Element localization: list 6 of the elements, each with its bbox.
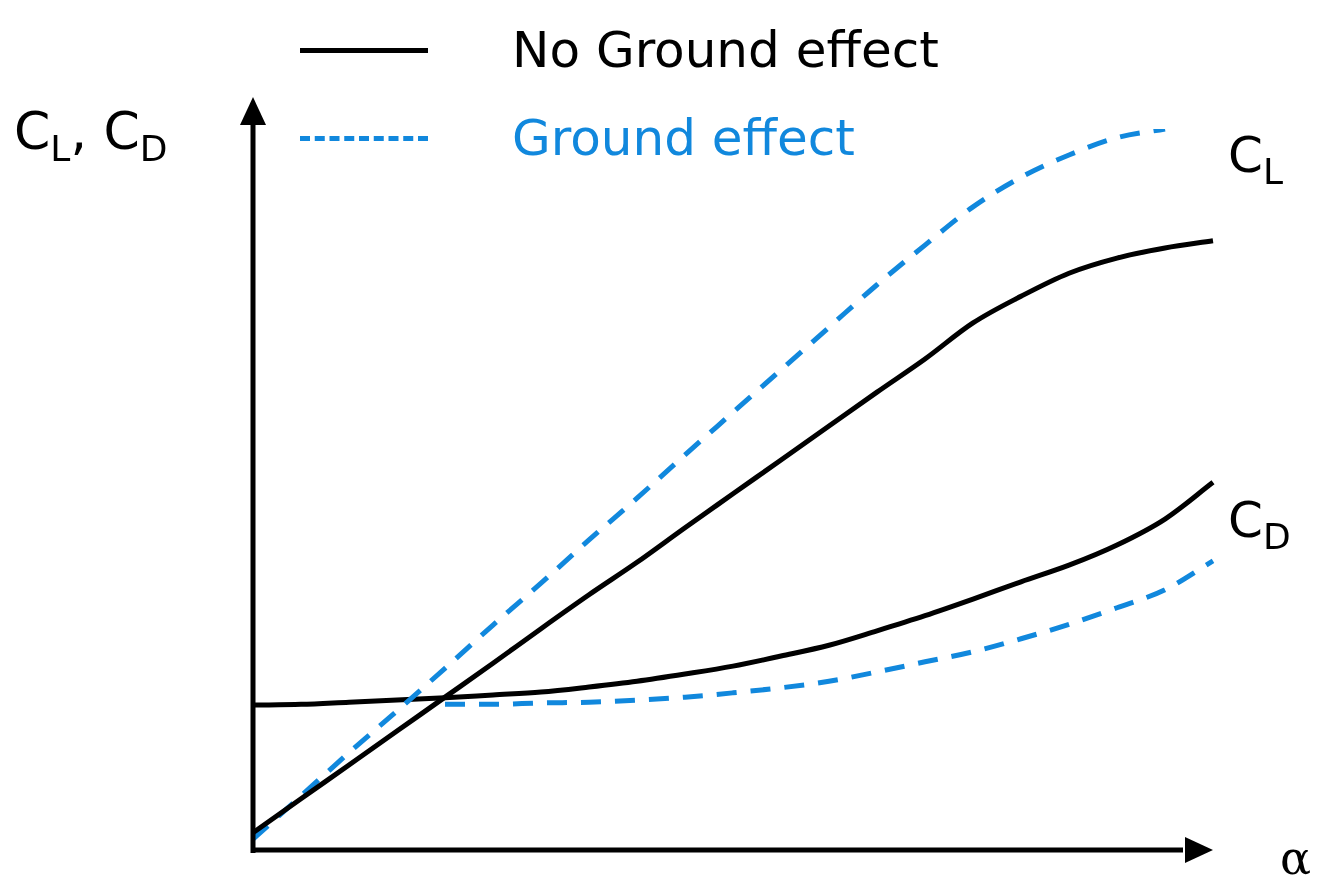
annotation: C$_{D}$ bbox=[1228, 491, 1291, 557]
legend-label: Ground effect bbox=[512, 109, 855, 167]
legend-label: No Ground effect bbox=[512, 21, 939, 79]
annotation: C$_{L}$ bbox=[1228, 126, 1283, 192]
x-axis-title: α bbox=[1280, 831, 1312, 879]
y-axis-title: C$_{L}$, C$_{D}$ bbox=[14, 101, 168, 169]
